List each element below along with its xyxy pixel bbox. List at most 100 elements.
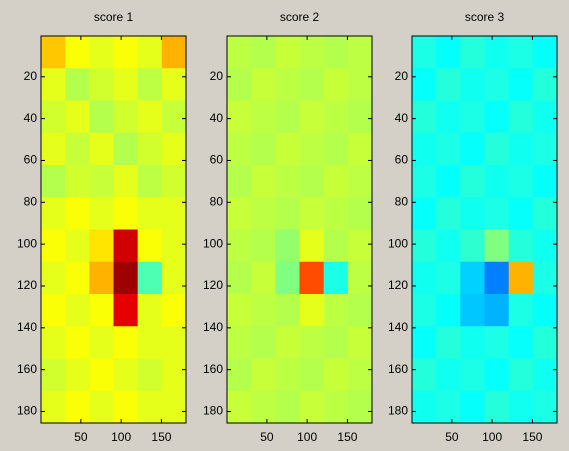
heat-cell <box>275 294 300 327</box>
heat-cell <box>532 165 558 198</box>
heat-cell <box>227 36 252 69</box>
heat-cell <box>113 390 139 424</box>
heat-cell <box>251 100 276 134</box>
heat-cell <box>299 358 325 392</box>
heat-cell <box>41 68 66 101</box>
y-tick-label: 180 <box>203 404 223 418</box>
heat-cell <box>412 100 437 134</box>
heat-cell <box>89 68 114 101</box>
heat-cell <box>484 197 510 230</box>
heat-cell <box>65 261 90 295</box>
heat-cell <box>89 165 114 198</box>
axes-box <box>226 35 373 424</box>
heat-cell <box>161 36 187 69</box>
heat-cell <box>323 326 349 359</box>
heat-cell <box>532 261 558 295</box>
heat-cell <box>347 68 373 101</box>
heat-cell <box>113 197 139 230</box>
heat-cell <box>41 100 66 134</box>
heat-cell <box>460 197 485 230</box>
heat-cell <box>484 326 510 359</box>
heat-cell <box>299 100 325 134</box>
x-tick-label: 100 <box>297 430 317 444</box>
heat-cell <box>113 132 139 166</box>
y-tick-label: 160 <box>203 362 223 376</box>
heat-cell <box>275 132 300 166</box>
heat-cell <box>227 358 252 392</box>
heat-cell <box>532 36 558 69</box>
heat-cell <box>347 165 373 198</box>
heat-cell <box>299 390 325 424</box>
heat-cell <box>113 229 139 263</box>
heat-cell <box>275 197 300 230</box>
heat-cell <box>137 358 163 392</box>
heat-cell <box>161 294 187 327</box>
heat-cell <box>89 390 114 424</box>
heat-cell <box>323 358 349 392</box>
heat-cell <box>227 326 252 359</box>
heat-cell <box>460 36 485 69</box>
heat-cell <box>161 229 187 263</box>
y-tick-label: 80 <box>24 194 38 208</box>
heat-cell <box>161 390 187 424</box>
heat-cell <box>275 229 300 263</box>
heat-cell <box>412 358 437 392</box>
heat-cell <box>412 132 437 166</box>
heat-cell <box>484 100 510 134</box>
x-tick-label: 150 <box>522 430 542 444</box>
heat-cell <box>41 390 66 424</box>
heat-cell <box>412 36 437 69</box>
heat-cell <box>460 358 485 392</box>
heat-cell <box>484 165 510 198</box>
heat-cell <box>508 229 534 263</box>
heat-cell <box>508 36 534 69</box>
heat-cell <box>275 326 300 359</box>
heat-cell <box>227 68 252 101</box>
y-tick-label: 100 <box>203 236 223 250</box>
x-tick-label: 50 <box>445 430 459 444</box>
y-tick-label: 40 <box>24 111 38 125</box>
heat-cell <box>323 390 349 424</box>
heat-cell <box>412 294 437 327</box>
y-tick-label: 80 <box>210 194 224 208</box>
heat-cell <box>161 326 187 359</box>
heat-cell <box>65 358 90 392</box>
heat-cell <box>484 261 510 295</box>
heat-cell <box>508 294 534 327</box>
heat-cell <box>532 229 558 263</box>
x-tick-label: 50 <box>74 430 88 444</box>
heat-cell <box>532 68 558 101</box>
heat-cell <box>113 358 139 392</box>
heat-cell <box>347 100 373 134</box>
heat-cell <box>347 326 373 359</box>
heat-cell <box>323 132 349 166</box>
heat-cell <box>436 229 461 263</box>
heat-cell <box>484 358 510 392</box>
heat-cell <box>113 294 139 327</box>
heat-cell <box>508 132 534 166</box>
heat-cell <box>113 165 139 198</box>
heat-cell <box>532 390 558 424</box>
panel-title: score 3 <box>465 10 505 24</box>
heat-cell <box>412 261 437 295</box>
heat-cell <box>460 68 485 101</box>
y-tick-label: 160 <box>17 362 37 376</box>
heat-cell <box>532 294 558 327</box>
heat-cell <box>460 261 485 295</box>
heat-cell <box>251 294 276 327</box>
heat-cell <box>484 229 510 263</box>
heat-cell <box>347 390 373 424</box>
heat-cell <box>412 165 437 198</box>
heat-cell <box>436 132 461 166</box>
heat-cell <box>484 36 510 69</box>
heat-cell <box>436 294 461 327</box>
x-tick-label: 100 <box>111 430 131 444</box>
heat-cell <box>251 261 276 295</box>
heat-cell <box>227 229 252 263</box>
heat-cell <box>323 229 349 263</box>
heat-cell <box>161 68 187 101</box>
heat-cell <box>508 261 534 295</box>
heat-cell <box>113 326 139 359</box>
heat-cell <box>41 36 66 69</box>
heat-cell <box>275 68 300 101</box>
